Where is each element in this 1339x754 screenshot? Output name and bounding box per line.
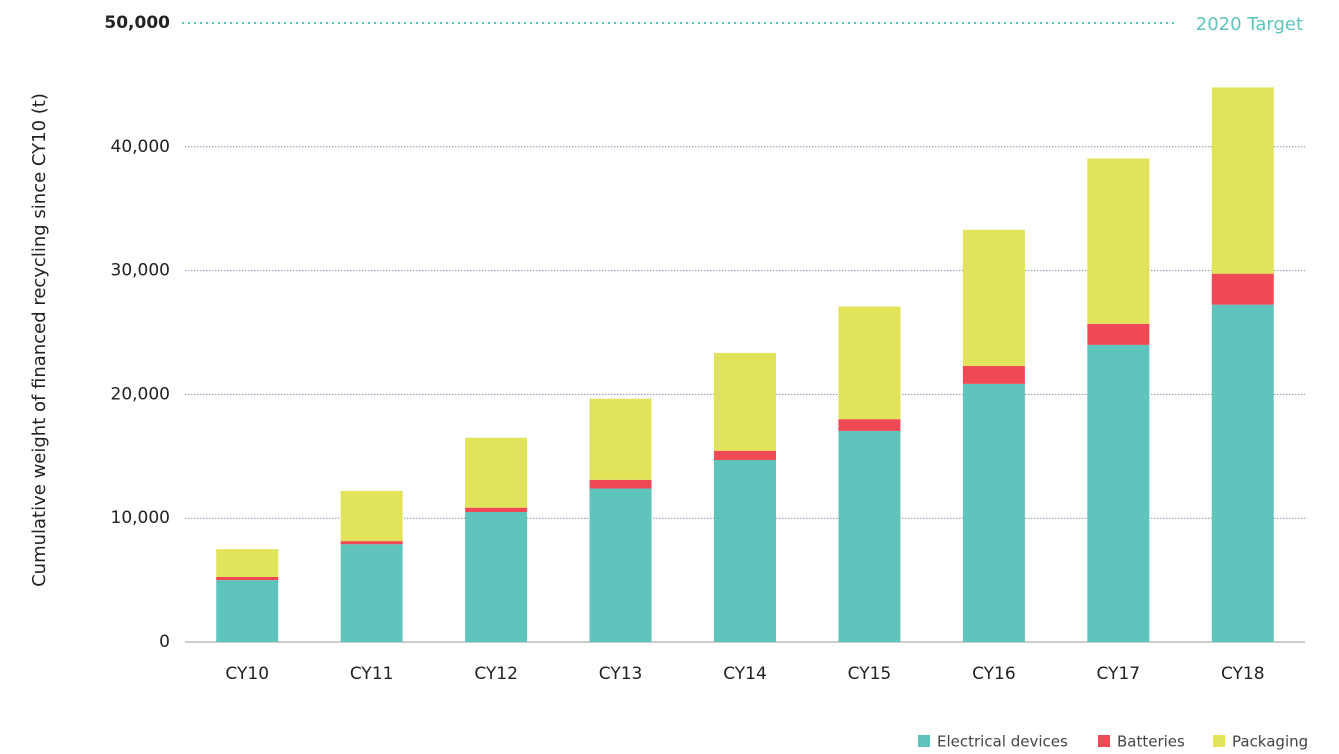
legend-label: Batteries [1117,733,1185,751]
bar-segment [589,398,652,480]
x-tick-label: CY16 [972,664,1016,684]
x-tick-label: CY10 [225,664,269,684]
legend-swatch [918,735,930,747]
y-axis-label: Cumulative weight of financed recycling … [29,93,50,587]
legend-swatch [1213,735,1225,747]
bar-segment [1087,344,1150,642]
x-tick-label: CY15 [848,664,892,684]
bar-segment [465,507,528,513]
bar-segment [962,365,1025,384]
bar-segment [589,488,652,642]
y-tick-label: 10,000 [111,508,170,528]
y-tick-label: 20,000 [111,384,170,404]
y-tick-label: 50,000 [104,13,170,33]
x-tick-label: CY11 [350,664,394,684]
bar-segment [838,306,901,420]
bar-segment [1211,304,1274,642]
bar-segment [714,352,776,451]
bar-segment [1211,273,1274,305]
bar-segment [962,383,1025,642]
bar-segment [1087,158,1150,324]
bar-segment [340,541,403,545]
bar-segment [714,450,776,461]
target-label: 2020 Target [1196,14,1303,35]
legend-label: Packaging [1232,733,1308,751]
bar-segment [340,490,403,542]
y-tick-label: 40,000 [111,137,170,157]
x-tick-label: CY13 [599,664,643,684]
bar-segment [465,512,528,642]
x-tick-label: CY18 [1221,664,1265,684]
x-tick-label: CY17 [1097,664,1141,684]
bar-segment [340,544,403,642]
bar-segment [714,460,776,642]
bar-segment [838,419,901,431]
bar-segment [465,437,528,508]
x-tick-label: CY14 [723,664,767,684]
bar-segment [838,430,901,642]
bar-segment [216,577,279,581]
y-tick-label: 0 [159,632,170,652]
bar-segment [216,549,279,578]
bar-segment [962,229,1025,366]
x-tick-label: CY12 [474,664,518,684]
bar-segment [1087,323,1150,345]
bar-segment [216,580,279,642]
y-tick-label: 30,000 [111,261,170,281]
legend-label: Electrical devices [937,733,1068,751]
legend-swatch [1098,735,1110,747]
bar-segment [589,479,652,489]
bar-segment [1211,87,1274,274]
